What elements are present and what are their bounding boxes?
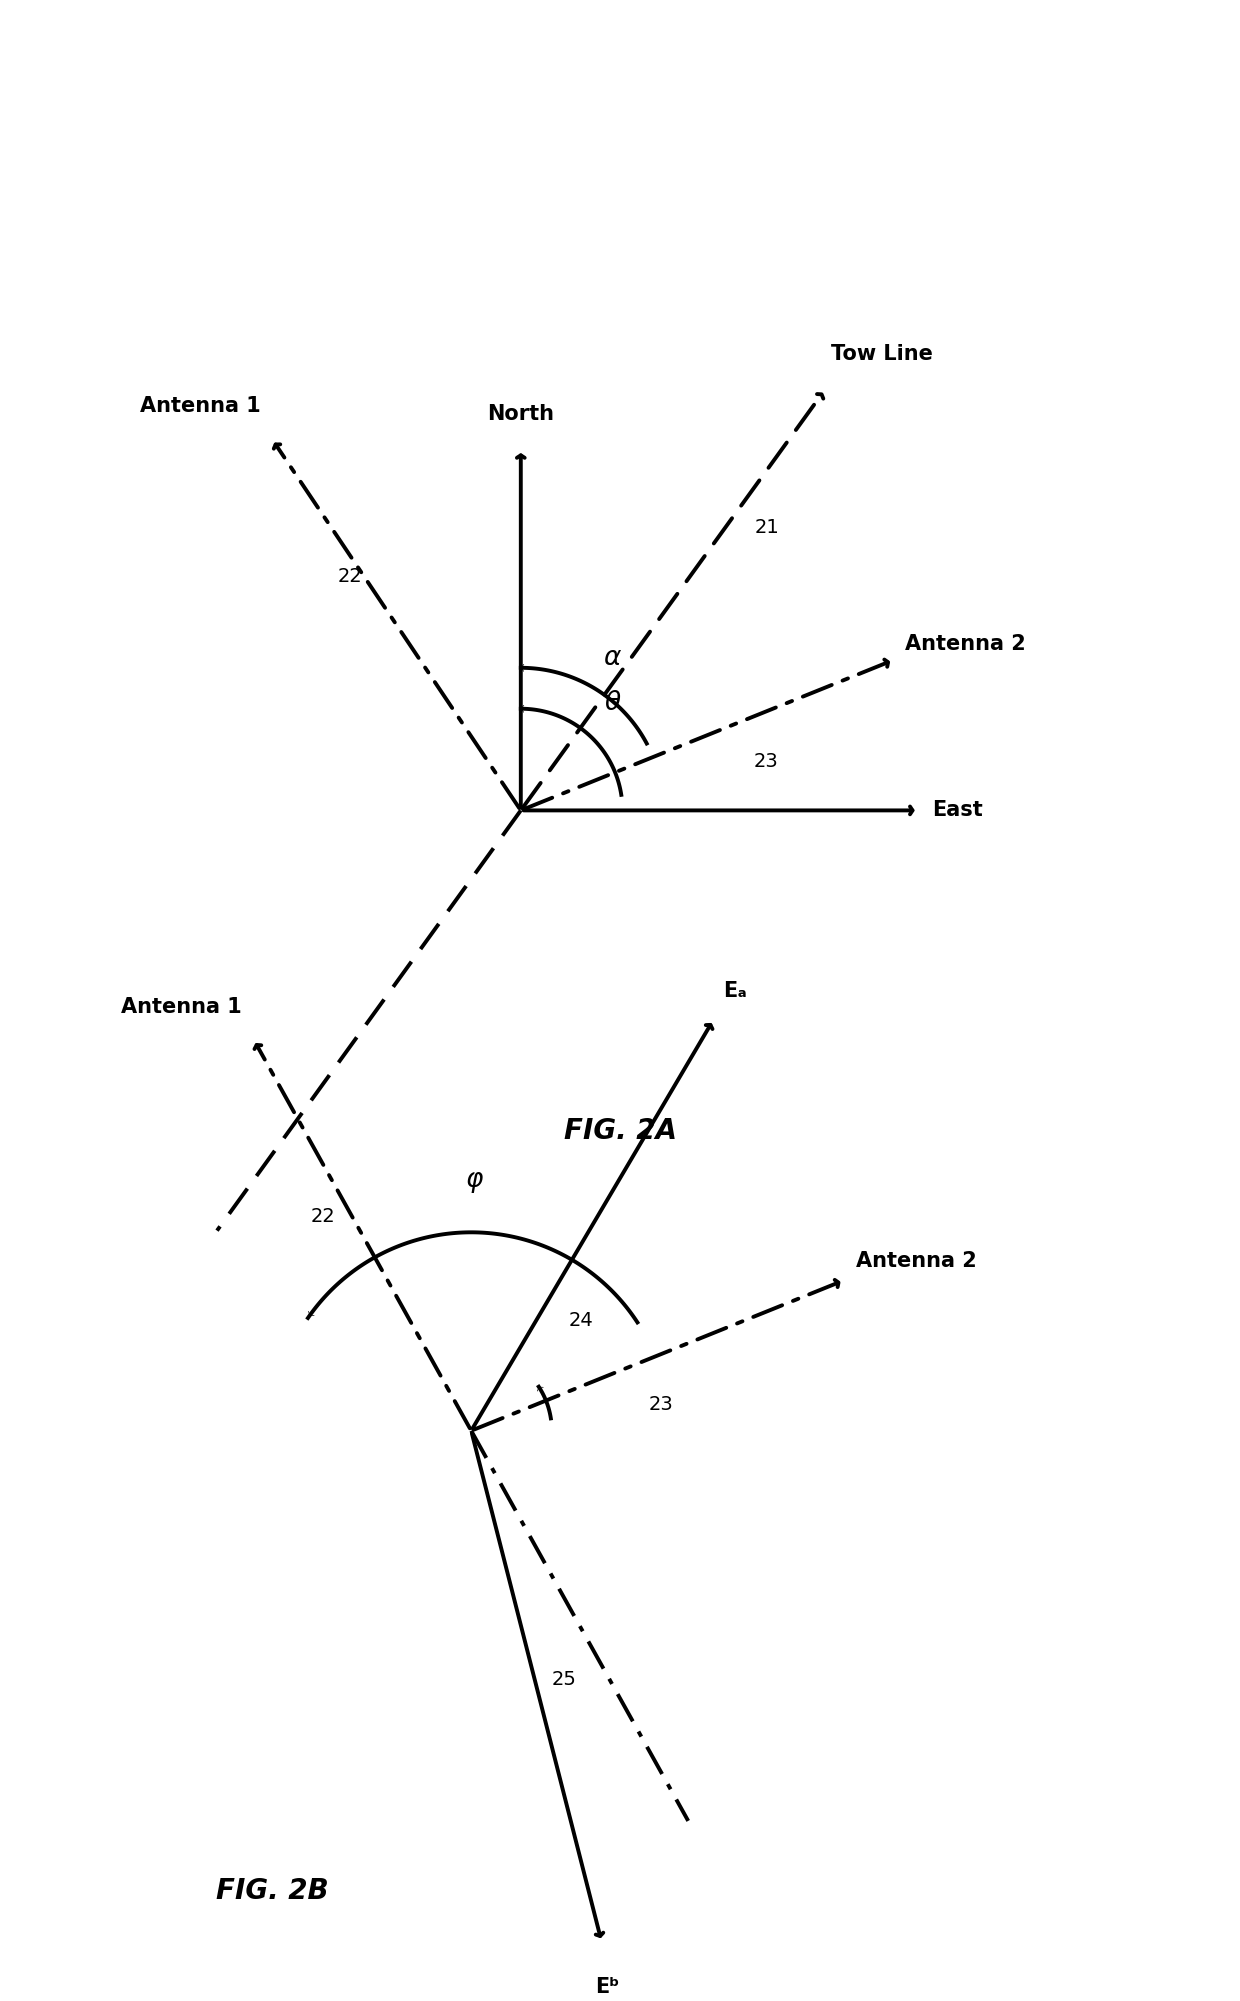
Text: θ: θ <box>605 690 621 716</box>
Text: Antenna 1: Antenna 1 <box>140 396 260 416</box>
Text: α: α <box>604 646 621 672</box>
Text: φ: φ <box>466 1167 484 1193</box>
Text: FIG. 2A: FIG. 2A <box>563 1117 677 1145</box>
Text: Antenna 1: Antenna 1 <box>122 996 242 1017</box>
Text: Tow Line: Tow Line <box>831 344 932 364</box>
Text: 21: 21 <box>754 518 779 536</box>
Text: East: East <box>932 800 983 820</box>
Text: 23: 23 <box>649 1395 673 1415</box>
Text: 24: 24 <box>568 1311 593 1331</box>
Text: FIG. 2B: FIG. 2B <box>217 1877 329 1905</box>
Text: North: North <box>487 404 554 424</box>
Text: Eᵇ: Eᵇ <box>595 1977 620 1997</box>
Text: Eₐ: Eₐ <box>723 980 746 1000</box>
Text: 22: 22 <box>311 1207 336 1225</box>
Text: 22: 22 <box>337 566 362 586</box>
Text: Antenna 2: Antenna 2 <box>856 1251 976 1271</box>
Text: 25: 25 <box>552 1671 577 1689</box>
Text: Antenna 2: Antenna 2 <box>905 634 1025 654</box>
Text: 23: 23 <box>754 752 779 770</box>
